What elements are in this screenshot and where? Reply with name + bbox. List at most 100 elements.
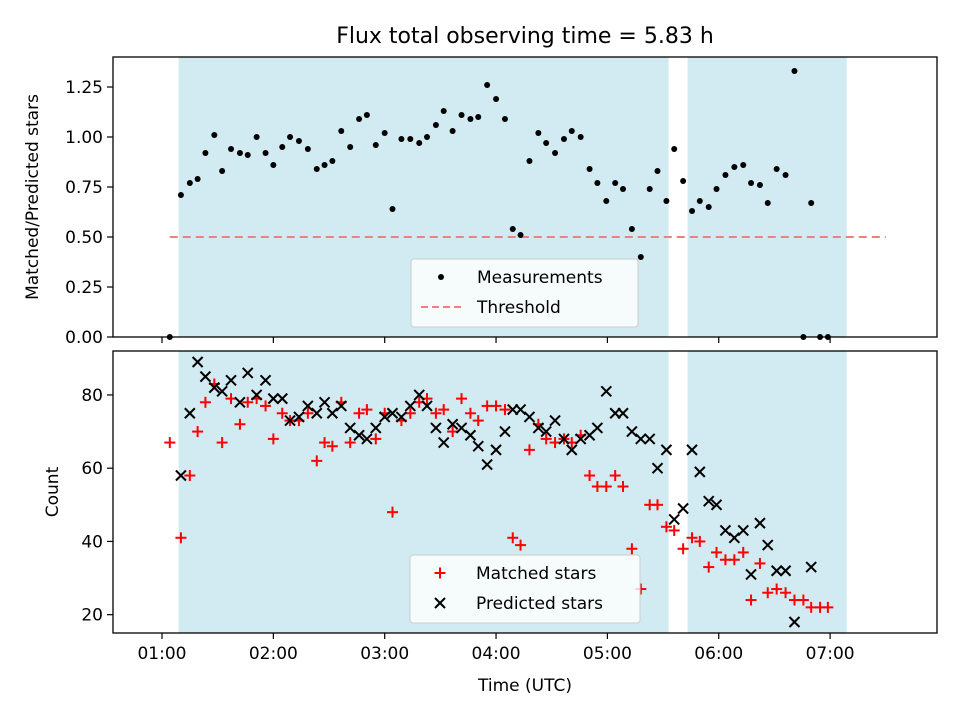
matched-point [677, 543, 689, 555]
measurement-point [543, 140, 550, 146]
cross-bar [651, 462, 664, 474]
predicted-point [335, 400, 347, 412]
measurement-marker-icon [438, 274, 444, 280]
cross-bar [668, 513, 680, 526]
predicted-point [395, 411, 408, 423]
predicted-point [762, 539, 774, 551]
y-axis-ticks: 20 40 60 80 [81, 386, 113, 626]
cross-bar [754, 517, 766, 529]
matched-point [260, 400, 272, 412]
cross-bar [430, 422, 442, 434]
measurement-point [764, 200, 771, 206]
matched-point [472, 415, 484, 427]
measurement-point [654, 168, 661, 174]
measurement-point [731, 164, 738, 170]
y-tick-label: 0.25 [65, 278, 103, 298]
y-axis-ticks: 0.00 0.25 0.50 0.75 1.00 1.25 [65, 78, 113, 348]
y-tick-label: 40 [81, 532, 103, 552]
predicted-point [574, 433, 587, 445]
cross-bar [566, 444, 578, 456]
measurement-point [467, 116, 474, 122]
y-axis-label: Matched/Predicted stars [23, 94, 43, 300]
cross-bar [719, 524, 732, 537]
cross-bar [728, 532, 741, 544]
measurement-point [680, 178, 687, 184]
matched-point [353, 407, 365, 419]
matched-point [600, 481, 612, 493]
cross-bar [302, 400, 314, 412]
predicted-point [413, 389, 425, 401]
cross-glyph [434, 597, 446, 609]
matched-point [499, 404, 511, 416]
predicted-point [651, 462, 664, 474]
matched-point [184, 470, 196, 482]
cross-bar [335, 400, 347, 412]
matched-point [267, 433, 279, 445]
predicted-point [770, 565, 783, 577]
cross-bar [770, 565, 783, 577]
predicted-point [617, 407, 629, 419]
predicted-point [728, 532, 741, 544]
measurement-point [501, 116, 508, 122]
legend-label-predicted: Predicted stars [476, 594, 603, 614]
legend-box [410, 258, 639, 328]
predicted-point [660, 444, 673, 456]
predicted-point [499, 425, 511, 438]
measurement-point [424, 134, 431, 140]
predicted-point [779, 565, 792, 577]
matched-point [797, 594, 809, 606]
measurement-point [663, 198, 670, 204]
measurement-point [202, 150, 209, 156]
legend-entry-matched: Matched stars [434, 564, 596, 584]
y-tick-label: 1.25 [65, 78, 103, 98]
measurement-point [253, 134, 260, 140]
predicted-point [677, 502, 689, 515]
matched-point [771, 583, 783, 595]
predicted-point [208, 381, 221, 394]
predicted-point [276, 392, 288, 405]
predicted-point [754, 517, 766, 529]
cross-bar [208, 381, 221, 394]
measurement-point [689, 208, 696, 214]
x-marker-icon [434, 597, 446, 609]
cross-bar [779, 565, 792, 577]
cross-bar [788, 616, 801, 628]
legend-label-matched: Matched stars [476, 564, 596, 584]
predicted-point [250, 389, 263, 401]
matched-point [711, 546, 723, 558]
predicted-point [225, 374, 237, 387]
measurement-point [782, 172, 789, 178]
measurement-point [603, 198, 610, 204]
cross-bar [549, 414, 561, 427]
cross-bar [318, 396, 331, 408]
cross-bar [404, 400, 417, 412]
cross-bar [694, 466, 706, 478]
predicted-point [719, 524, 732, 537]
measurement-point [407, 136, 414, 142]
matched-point [728, 554, 740, 566]
y-axis-label: Count [43, 466, 63, 517]
cross-bar [574, 433, 587, 445]
matched-point [686, 532, 698, 544]
measurement-point [381, 130, 388, 136]
predicted-point [472, 440, 484, 452]
cross-bar [438, 436, 450, 449]
plot-frame [112, 56, 938, 338]
predicted-point [326, 407, 339, 419]
predicted-point [386, 407, 399, 419]
x-axis-label: Time (UTC) [477, 676, 572, 696]
cross-bar [293, 411, 305, 423]
predicted-point [184, 407, 196, 419]
matched-point [737, 546, 749, 558]
measurement-point [637, 254, 644, 260]
matched-point [584, 470, 596, 482]
matched-point [540, 433, 552, 445]
matched-point [652, 499, 664, 511]
measurement-point [619, 186, 626, 192]
measurement-point [363, 112, 370, 118]
matched-point [456, 393, 468, 405]
predicted-point [737, 524, 749, 537]
x-tick-label: 06:00 [694, 644, 743, 664]
y-tick-label: 60 [81, 459, 103, 479]
predicted-point [668, 513, 680, 526]
